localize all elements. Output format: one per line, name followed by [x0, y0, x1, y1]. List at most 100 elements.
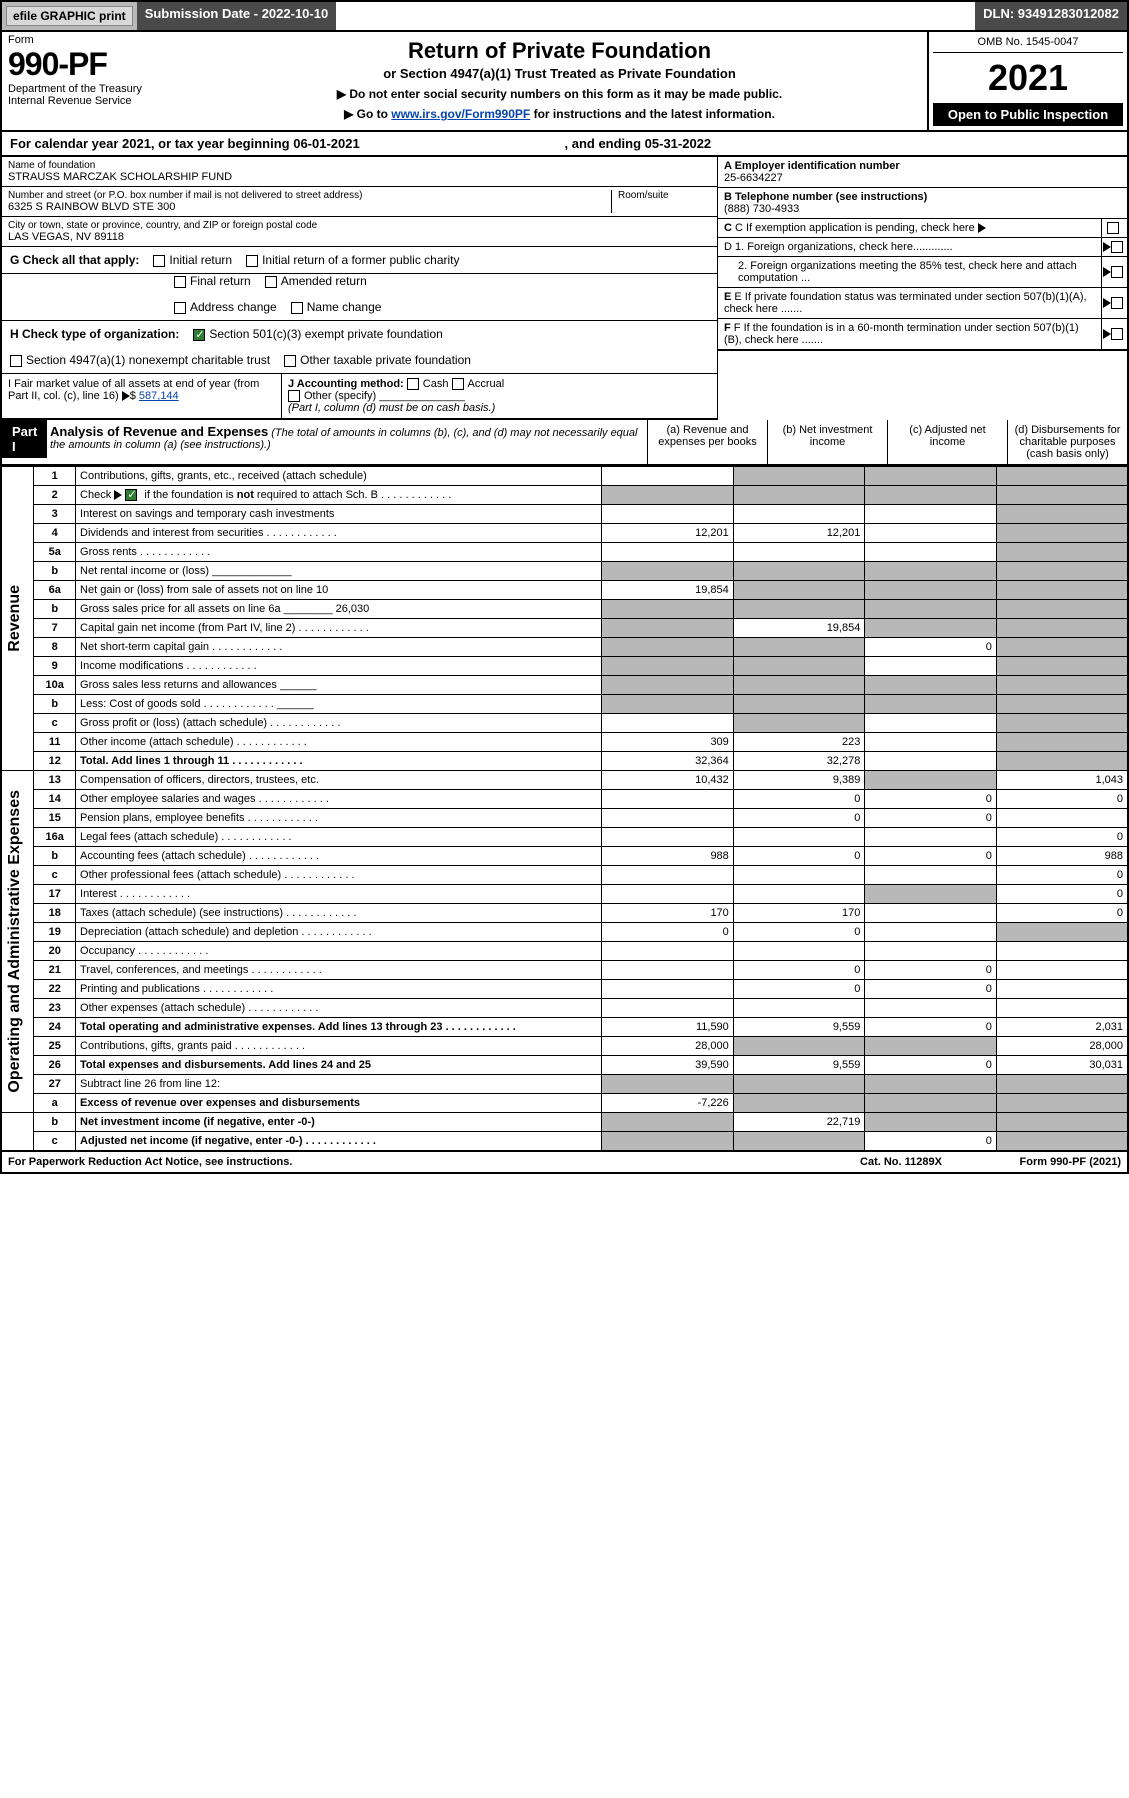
line-25: Contributions, gifts, grants paid: [76, 1037, 602, 1056]
d2-label: 2. Foreign organizations meeting the 85%…: [718, 257, 1101, 287]
h-row: H Check type of organization: Section 50…: [2, 321, 717, 347]
fmv-link[interactable]: 587,144: [139, 390, 179, 402]
expenses-label: Operating and Administrative Expenses: [6, 790, 24, 1093]
line-4: Dividends and interest from securities: [76, 524, 602, 543]
checkbox-accrual[interactable]: [452, 378, 464, 390]
org-info-block: Name of foundation STRAUSS MARCZAK SCHOL…: [0, 157, 1129, 420]
line-16c: Other professional fees (attach schedule…: [76, 866, 602, 885]
line-1: Contributions, gifts, grants, etc., rece…: [76, 467, 602, 486]
col-c-header: (c) Adjusted net income: [887, 420, 1007, 464]
form-number: 990-PF: [8, 46, 186, 83]
line-26: Total expenses and disbursements. Add li…: [76, 1056, 602, 1075]
line-7: Capital gain net income (from Part IV, l…: [76, 619, 602, 638]
city-state-zip: LAS VEGAS, NV 89118: [8, 231, 711, 243]
phone-value: (888) 730-4933: [724, 203, 1121, 215]
submission-date: Submission Date - 2022-10-10: [137, 2, 337, 30]
paperwork-notice: For Paperwork Reduction Act Notice, see …: [8, 1156, 841, 1168]
line-27a: Excess of revenue over expenses and disb…: [76, 1094, 602, 1113]
i-section: I Fair market value of all assets at end…: [2, 374, 282, 418]
e-label: E E If private foundation status was ter…: [718, 288, 1101, 318]
line-14: Other employee salaries and wages: [76, 790, 602, 809]
checkbox-initial[interactable]: [153, 255, 165, 267]
line-8: Net short-term capital gain: [76, 638, 602, 657]
line-20: Occupancy: [76, 942, 602, 961]
checkbox-501c3[interactable]: [193, 329, 205, 341]
checkbox-d1[interactable]: [1111, 241, 1123, 253]
addr-label: Number and street (or P.O. box number if…: [8, 190, 611, 201]
top-bar: efile GRAPHIC print Submission Date - 20…: [0, 0, 1129, 32]
col-a-header: (a) Revenue and expenses per books: [647, 420, 767, 464]
form-subtitle: or Section 4947(a)(1) Trust Treated as P…: [198, 66, 921, 81]
checkbox-final[interactable]: [174, 276, 186, 288]
line-6a: Net gain or (loss) from sale of assets n…: [76, 581, 602, 600]
checkbox-cash[interactable]: [407, 378, 419, 390]
line-9: Income modifications: [76, 657, 602, 676]
form-ref: Form 990-PF (2021): [961, 1156, 1121, 1168]
line-23: Other expenses (attach schedule): [76, 999, 602, 1018]
ein-value: 25-6634227: [724, 172, 1121, 184]
part1-title: Analysis of Revenue and Expenses: [50, 424, 268, 439]
checkbox-amended[interactable]: [265, 276, 277, 288]
calendar-year-row: For calendar year 2021, or tax year begi…: [0, 132, 1129, 157]
ein-label: A Employer identification number: [724, 160, 1121, 172]
open-public-badge: Open to Public Inspection: [933, 103, 1123, 126]
main-table: Revenue 1Contributions, gifts, grants, e…: [0, 466, 1129, 1152]
checkbox-d2[interactable]: [1111, 266, 1123, 278]
line-10c: Gross profit or (loss) (attach schedule): [76, 714, 602, 733]
line-6b: Gross sales price for all assets on line…: [76, 600, 602, 619]
footer-row: For Paperwork Reduction Act Notice, see …: [0, 1152, 1129, 1174]
dept-treasury: Department of the Treasury: [8, 83, 186, 95]
c-label: C C If exemption application is pending,…: [718, 219, 1101, 237]
irs-link[interactable]: www.irs.gov/Form990PF: [391, 107, 530, 121]
form-header: Form 990-PF Department of the Treasury I…: [0, 32, 1129, 132]
line-2: Check if the foundation is not required …: [76, 486, 602, 505]
omb-number: OMB No. 1545-0047: [933, 36, 1123, 53]
city-label: City or town, state or province, country…: [8, 220, 711, 231]
street-address: 6325 S RAINBOW BLVD STE 300: [8, 201, 611, 213]
note-2: ▶ Go to www.irs.gov/Form990PF for instru…: [198, 107, 921, 121]
checkbox-name-change[interactable]: [291, 302, 303, 314]
line-19: Depreciation (attach schedule) and deple…: [76, 923, 602, 942]
checkbox-address[interactable]: [174, 302, 186, 314]
checkbox-other-acct[interactable]: [288, 390, 300, 402]
line-17: Interest: [76, 885, 602, 904]
checkbox-f[interactable]: [1111, 328, 1123, 340]
checkbox-other-tax[interactable]: [284, 355, 296, 367]
checkbox-initial-former[interactable]: [246, 255, 258, 267]
g-check-row: G Check all that apply: Initial return I…: [2, 247, 717, 274]
line-27b: Net investment income (if negative, ente…: [76, 1113, 602, 1132]
line-15: Pension plans, employee benefits: [76, 809, 602, 828]
form-label: Form: [8, 34, 186, 46]
tax-year: 2021: [933, 57, 1123, 99]
note-1: ▶ Do not enter social security numbers o…: [198, 87, 921, 101]
h-row-2: Section 4947(a)(1) nonexempt charitable …: [2, 347, 717, 374]
col-d-header: (d) Disbursements for charitable purpose…: [1007, 420, 1127, 464]
line-16a: Legal fees (attach schedule): [76, 828, 602, 847]
line-10a: Gross sales less returns and allowances …: [76, 676, 602, 695]
checkbox-c[interactable]: [1107, 222, 1119, 234]
line-5b: Net rental income or (loss) ____________…: [76, 562, 602, 581]
g-check-row-2: Final return Amended return: [2, 274, 717, 294]
col-b-header: (b) Net investment income: [767, 420, 887, 464]
j-section: J Accounting method: Cash Accrual Other …: [282, 374, 717, 418]
efile-button[interactable]: efile GRAPHIC print: [6, 6, 133, 26]
line-21: Travel, conferences, and meetings: [76, 961, 602, 980]
line-13: Compensation of officers, directors, tru…: [76, 771, 602, 790]
checkbox-sch-b[interactable]: [125, 489, 137, 501]
line-3: Interest on savings and temporary cash i…: [76, 505, 602, 524]
part1-header-row: Part I Analysis of Revenue and Expenses …: [0, 420, 1129, 466]
phone-label: B Telephone number (see instructions): [724, 191, 1121, 203]
efile-section: efile GRAPHIC print: [2, 2, 137, 30]
line-11: Other income (attach schedule): [76, 733, 602, 752]
part1-badge: Part I: [2, 420, 47, 458]
line-16b: Accounting fees (attach schedule): [76, 847, 602, 866]
checkbox-4947[interactable]: [10, 355, 22, 367]
checkbox-e[interactable]: [1111, 297, 1123, 309]
dln-label: DLN: 93491283012082: [975, 2, 1127, 30]
foundation-name: STRAUSS MARCZAK SCHOLARSHIP FUND: [8, 171, 711, 183]
line-10b: Less: Cost of goods sold ______: [76, 695, 602, 714]
line-5a: Gross rents: [76, 543, 602, 562]
cat-number: Cat. No. 11289X: [841, 1156, 961, 1168]
line-18: Taxes (attach schedule) (see instruction…: [76, 904, 602, 923]
d1-label: D 1. Foreign organizations, check here..…: [718, 238, 1101, 256]
